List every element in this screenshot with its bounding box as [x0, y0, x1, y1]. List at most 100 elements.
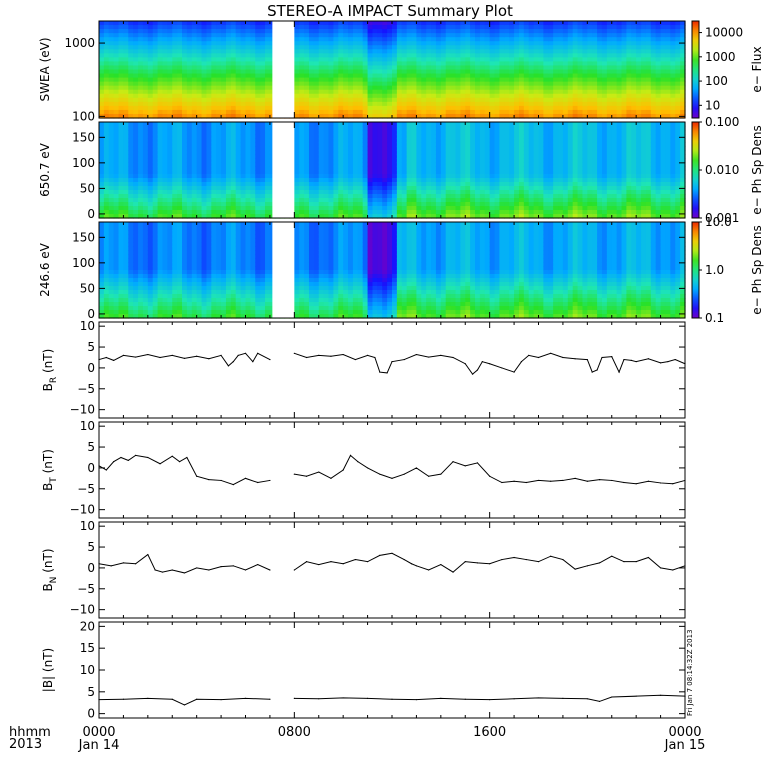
spectrogram-cell — [455, 150, 461, 155]
spectrogram-cell — [318, 202, 325, 207]
spectrogram-cell — [182, 150, 188, 155]
spectrogram-cell — [186, 174, 193, 179]
spectrogram-cell — [211, 186, 217, 191]
spectrogram-cell — [103, 178, 110, 183]
spectrogram-cell — [352, 198, 359, 203]
spectrogram-cell — [435, 174, 442, 179]
spectrogram-cell — [206, 97, 212, 103]
spectrogram-cell — [484, 202, 491, 207]
spectrogram-cell — [157, 33, 164, 38]
spectrogram-cell — [572, 41, 579, 46]
spectrogram-cell — [177, 146, 183, 151]
spectrogram-cell — [191, 122, 198, 127]
spectrogram-cell — [235, 190, 242, 195]
spectrogram-cell — [440, 93, 447, 99]
spectrogram-cell — [103, 53, 110, 58]
spectrogram-cell — [426, 97, 432, 103]
spectrogram-cell — [294, 198, 300, 203]
spectrogram-cell — [103, 57, 110, 63]
spectrogram-cell — [191, 158, 198, 163]
spectrogram-cell — [235, 105, 242, 111]
spectrogram-cell — [167, 202, 173, 207]
spectrogram-cell — [191, 146, 198, 151]
spectrogram-cell — [211, 85, 217, 91]
spectrogram-cell — [582, 77, 588, 83]
spectrogram-cell — [489, 53, 496, 58]
spectrogram-cell — [299, 105, 305, 111]
spectrogram-cell — [367, 146, 374, 151]
spectrogram-cell — [299, 109, 305, 115]
spectrogram-cell — [206, 158, 212, 163]
spectrogram-cell — [401, 53, 408, 58]
spectrogram-cell — [484, 170, 491, 175]
spectrogram-cell — [587, 69, 593, 75]
spectrogram-cell — [328, 166, 334, 171]
spectrogram-cell — [670, 69, 676, 75]
spectrogram-cell — [352, 81, 359, 87]
spectrogram-cell — [401, 73, 408, 79]
spectrogram-cell — [186, 146, 193, 151]
spectrogram-cell — [504, 41, 510, 46]
spectrogram-cell — [313, 113, 320, 119]
spectrogram-cell — [328, 170, 334, 175]
spectrogram-cell — [362, 105, 369, 111]
spectrogram-cell — [411, 33, 418, 38]
spectrogram-cell — [465, 61, 471, 67]
spectrogram-cell — [509, 77, 515, 83]
spectrogram-cell — [99, 190, 105, 195]
spectrogram-cell — [206, 178, 212, 183]
spectrogram-cell — [382, 134, 388, 139]
spectrogram-cell — [357, 109, 364, 115]
spectrogram-cell — [255, 53, 261, 58]
spectrogram-cell — [230, 41, 237, 46]
spectrogram-cell — [323, 77, 330, 83]
spectrogram-cell — [103, 150, 110, 155]
spectrogram-cell — [470, 138, 476, 143]
spectrogram-cell — [191, 97, 198, 103]
spectrogram-cell — [352, 138, 359, 143]
spectrogram-cell — [113, 89, 120, 95]
spectrogram-cell — [518, 93, 525, 99]
spectrogram-cell — [294, 85, 300, 91]
spectrogram-cell — [372, 61, 378, 67]
spectrogram-cell — [348, 174, 354, 179]
spectrogram-cell — [450, 186, 457, 191]
spectrogram-cell — [338, 101, 344, 107]
spectrogram-cell — [421, 190, 427, 195]
spectrogram-cell — [421, 154, 427, 159]
spectrogram-cell — [318, 150, 325, 155]
spectrogram-cell — [509, 101, 515, 107]
spectrogram-cell — [528, 97, 535, 103]
spectrogram-cell — [479, 25, 486, 30]
spectrogram-cell — [435, 105, 442, 111]
spectrogram-cell — [577, 57, 584, 63]
spectrogram-cell — [421, 25, 427, 30]
x-ticks-spec1 — [98, 21, 686, 118]
spectrogram-cell — [382, 73, 388, 79]
spectrogram-cell — [113, 142, 120, 147]
spectrogram-cell — [328, 65, 334, 71]
spectrogram-cell — [411, 122, 418, 127]
spectrogram-cell — [177, 97, 183, 103]
spectrogram-cell — [377, 206, 383, 211]
spectrogram-cell — [142, 41, 149, 46]
spectrogram-cell — [318, 25, 325, 30]
spectrogram-cell — [406, 122, 413, 127]
spectrogram-cell — [455, 29, 461, 34]
spectrogram-cell — [147, 154, 154, 159]
spectrogram-cell — [489, 37, 496, 42]
spectrogram-cell — [421, 53, 427, 58]
spectrogram-cell — [118, 69, 125, 75]
spectrogram-cell — [475, 69, 481, 75]
spectrogram-panel-2 — [98, 121, 702, 219]
spectrogram-cell — [240, 109, 247, 115]
spectrogram-cell — [450, 194, 457, 199]
spectrogram-cell — [396, 65, 403, 71]
spectrogram-cell — [601, 81, 608, 87]
spectrogram-cell — [435, 45, 442, 50]
spectrogram-cell — [128, 198, 134, 203]
spectrogram-cell — [108, 150, 115, 155]
spectrogram-cell — [147, 194, 154, 199]
spectrogram-cell — [294, 202, 300, 207]
spectrogram-cell — [225, 210, 232, 215]
